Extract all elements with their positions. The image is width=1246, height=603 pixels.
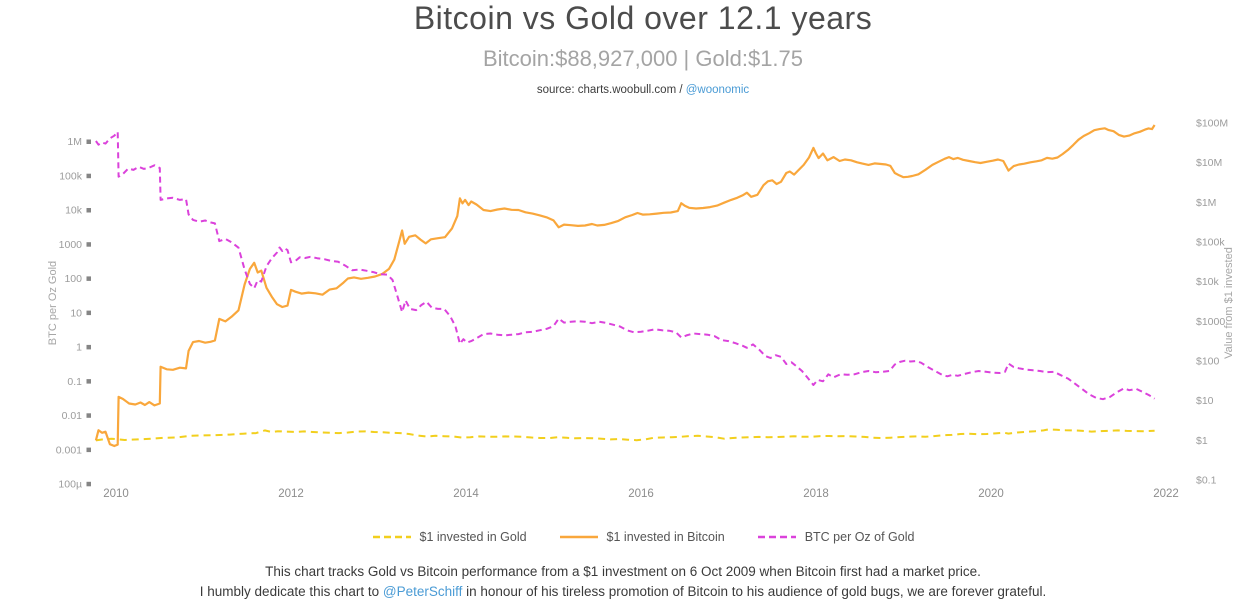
subtitle: Bitcoin:$88,927,000 | Gold:$1.75: [482, 46, 804, 71]
legend: $1 invested in Gold $1 invested in Bitco…: [40, 528, 1246, 546]
series-line-bitcoin: [94, 124, 1156, 448]
series-line-gold: [95, 428, 1155, 442]
right-axis-tick-label: $10M: [1196, 157, 1222, 169]
legend-label-bitcoin: $1 invested in Bitcoin: [606, 530, 725, 544]
left-axis-tick-marker-icon: [86, 447, 91, 453]
left-axis-tick-label: 1: [76, 342, 82, 354]
right-axis-tick-label: $10k: [1196, 276, 1220, 288]
legend-swatch-ratio-icon: [757, 535, 796, 539]
plot-area[interactable]: [90, 113, 1182, 491]
left-axis-tick-marker-icon: [86, 481, 91, 487]
left-axis-tick-marker-icon: [86, 379, 91, 384]
left-axis-tick-label: 100k: [59, 170, 83, 182]
x-axis-tick-label: 2022: [1153, 488, 1179, 500]
chart-canvas[interactable]: 1M 100k 10k 1000 100 10 1 0.1 0.01 0.001 100µ $100M…: [0, 0, 1246, 515]
series-line-ratio: [95, 130, 1156, 401]
left-axis-tick-label: 0.001: [56, 444, 82, 456]
left-axis-tick-marker-icon: [86, 413, 91, 418]
x-axis-tick-label: 2012: [278, 488, 304, 500]
page-title: Bitcoin vs Gold over 12.1 years: [413, 0, 873, 36]
x-axis-tick-label: 2014: [453, 488, 479, 500]
right-axis-tick-label: $1: [1196, 435, 1208, 447]
left-axis-tick-marker-icon: [86, 310, 91, 316]
right-axis-tick-label: $0.1: [1196, 475, 1217, 487]
footer-line-2-suffix: in honour of his tireless promotion of B…: [462, 584, 1047, 599]
source-text: source: charts.woobull.com /: [536, 84, 686, 96]
left-axis-tick-marker-icon: [86, 208, 91, 213]
x-axis-tick-label: 2020: [978, 488, 1004, 500]
footer-line-2-prefix: I humbly dedicate this chart to: [199, 584, 383, 599]
right-axis-title: Value from $1 invested: [1223, 247, 1235, 359]
left-axis-tick-marker-icon: [86, 173, 91, 179]
left-axis-tick-label: 1000: [59, 239, 83, 251]
left-axis-tick-marker-icon: [86, 344, 91, 350]
left-axis-tick-label: 0.1: [67, 376, 82, 388]
footer-line-2: I humbly dedicate this chart to @PeterSc…: [0, 584, 1246, 599]
footer-line-1: This chart tracks Gold vs Bitcoin perfor…: [265, 564, 981, 579]
x-axis-tick-label: 2010: [103, 488, 129, 500]
left-axis-tick-marker-icon: [86, 139, 91, 144]
left-axis-tick-label: 10k: [65, 205, 83, 217]
left-axis-tick-marker-icon: [86, 276, 91, 281]
right-axis-tick-label: $10: [1196, 395, 1214, 407]
legend-swatch-gold-icon: [372, 535, 411, 539]
legend-item-bitcoin[interactable]: $1 invested in Bitcoin: [559, 530, 725, 544]
left-axis-tick-marker-icon: [86, 242, 91, 247]
source-link[interactable]: @woonomic: [685, 84, 750, 96]
right-axis-tick-label: $100k: [1196, 237, 1225, 249]
right-axis-tick-label: $1000: [1196, 316, 1225, 328]
legend-label-gold: $1 invested in Gold: [419, 530, 527, 544]
source-line: source: charts.woobull.com / @woonomic: [40, 84, 1246, 96]
left-axis-tick-label: 100µ: [58, 479, 82, 491]
x-axis-tick-label: 2018: [803, 488, 829, 500]
left-axis-tick-label: 10: [70, 307, 82, 319]
right-axis-tick-label: $100M: [1196, 118, 1228, 130]
peter-schiff-link[interactable]: @PeterSchiff: [382, 584, 463, 599]
right-axis-tick-label: $100: [1196, 356, 1220, 368]
right-axis-tick-label: $1M: [1196, 197, 1216, 209]
left-axis-title: BTC per Oz Gold: [47, 261, 59, 345]
left-axis-tick-label: 1M: [67, 136, 82, 148]
legend-item-ratio[interactable]: BTC per Oz of Gold: [757, 530, 915, 544]
legend-item-gold[interactable]: $1 invested in Gold: [372, 530, 527, 544]
left-axis-tick-label: 100: [64, 273, 82, 285]
left-axis-tick-label: 0.01: [62, 410, 83, 422]
legend-label-ratio: BTC per Oz of Gold: [804, 530, 915, 544]
legend-swatch-bitcoin-icon: [559, 535, 598, 539]
x-axis-tick-label: 2016: [628, 488, 654, 500]
